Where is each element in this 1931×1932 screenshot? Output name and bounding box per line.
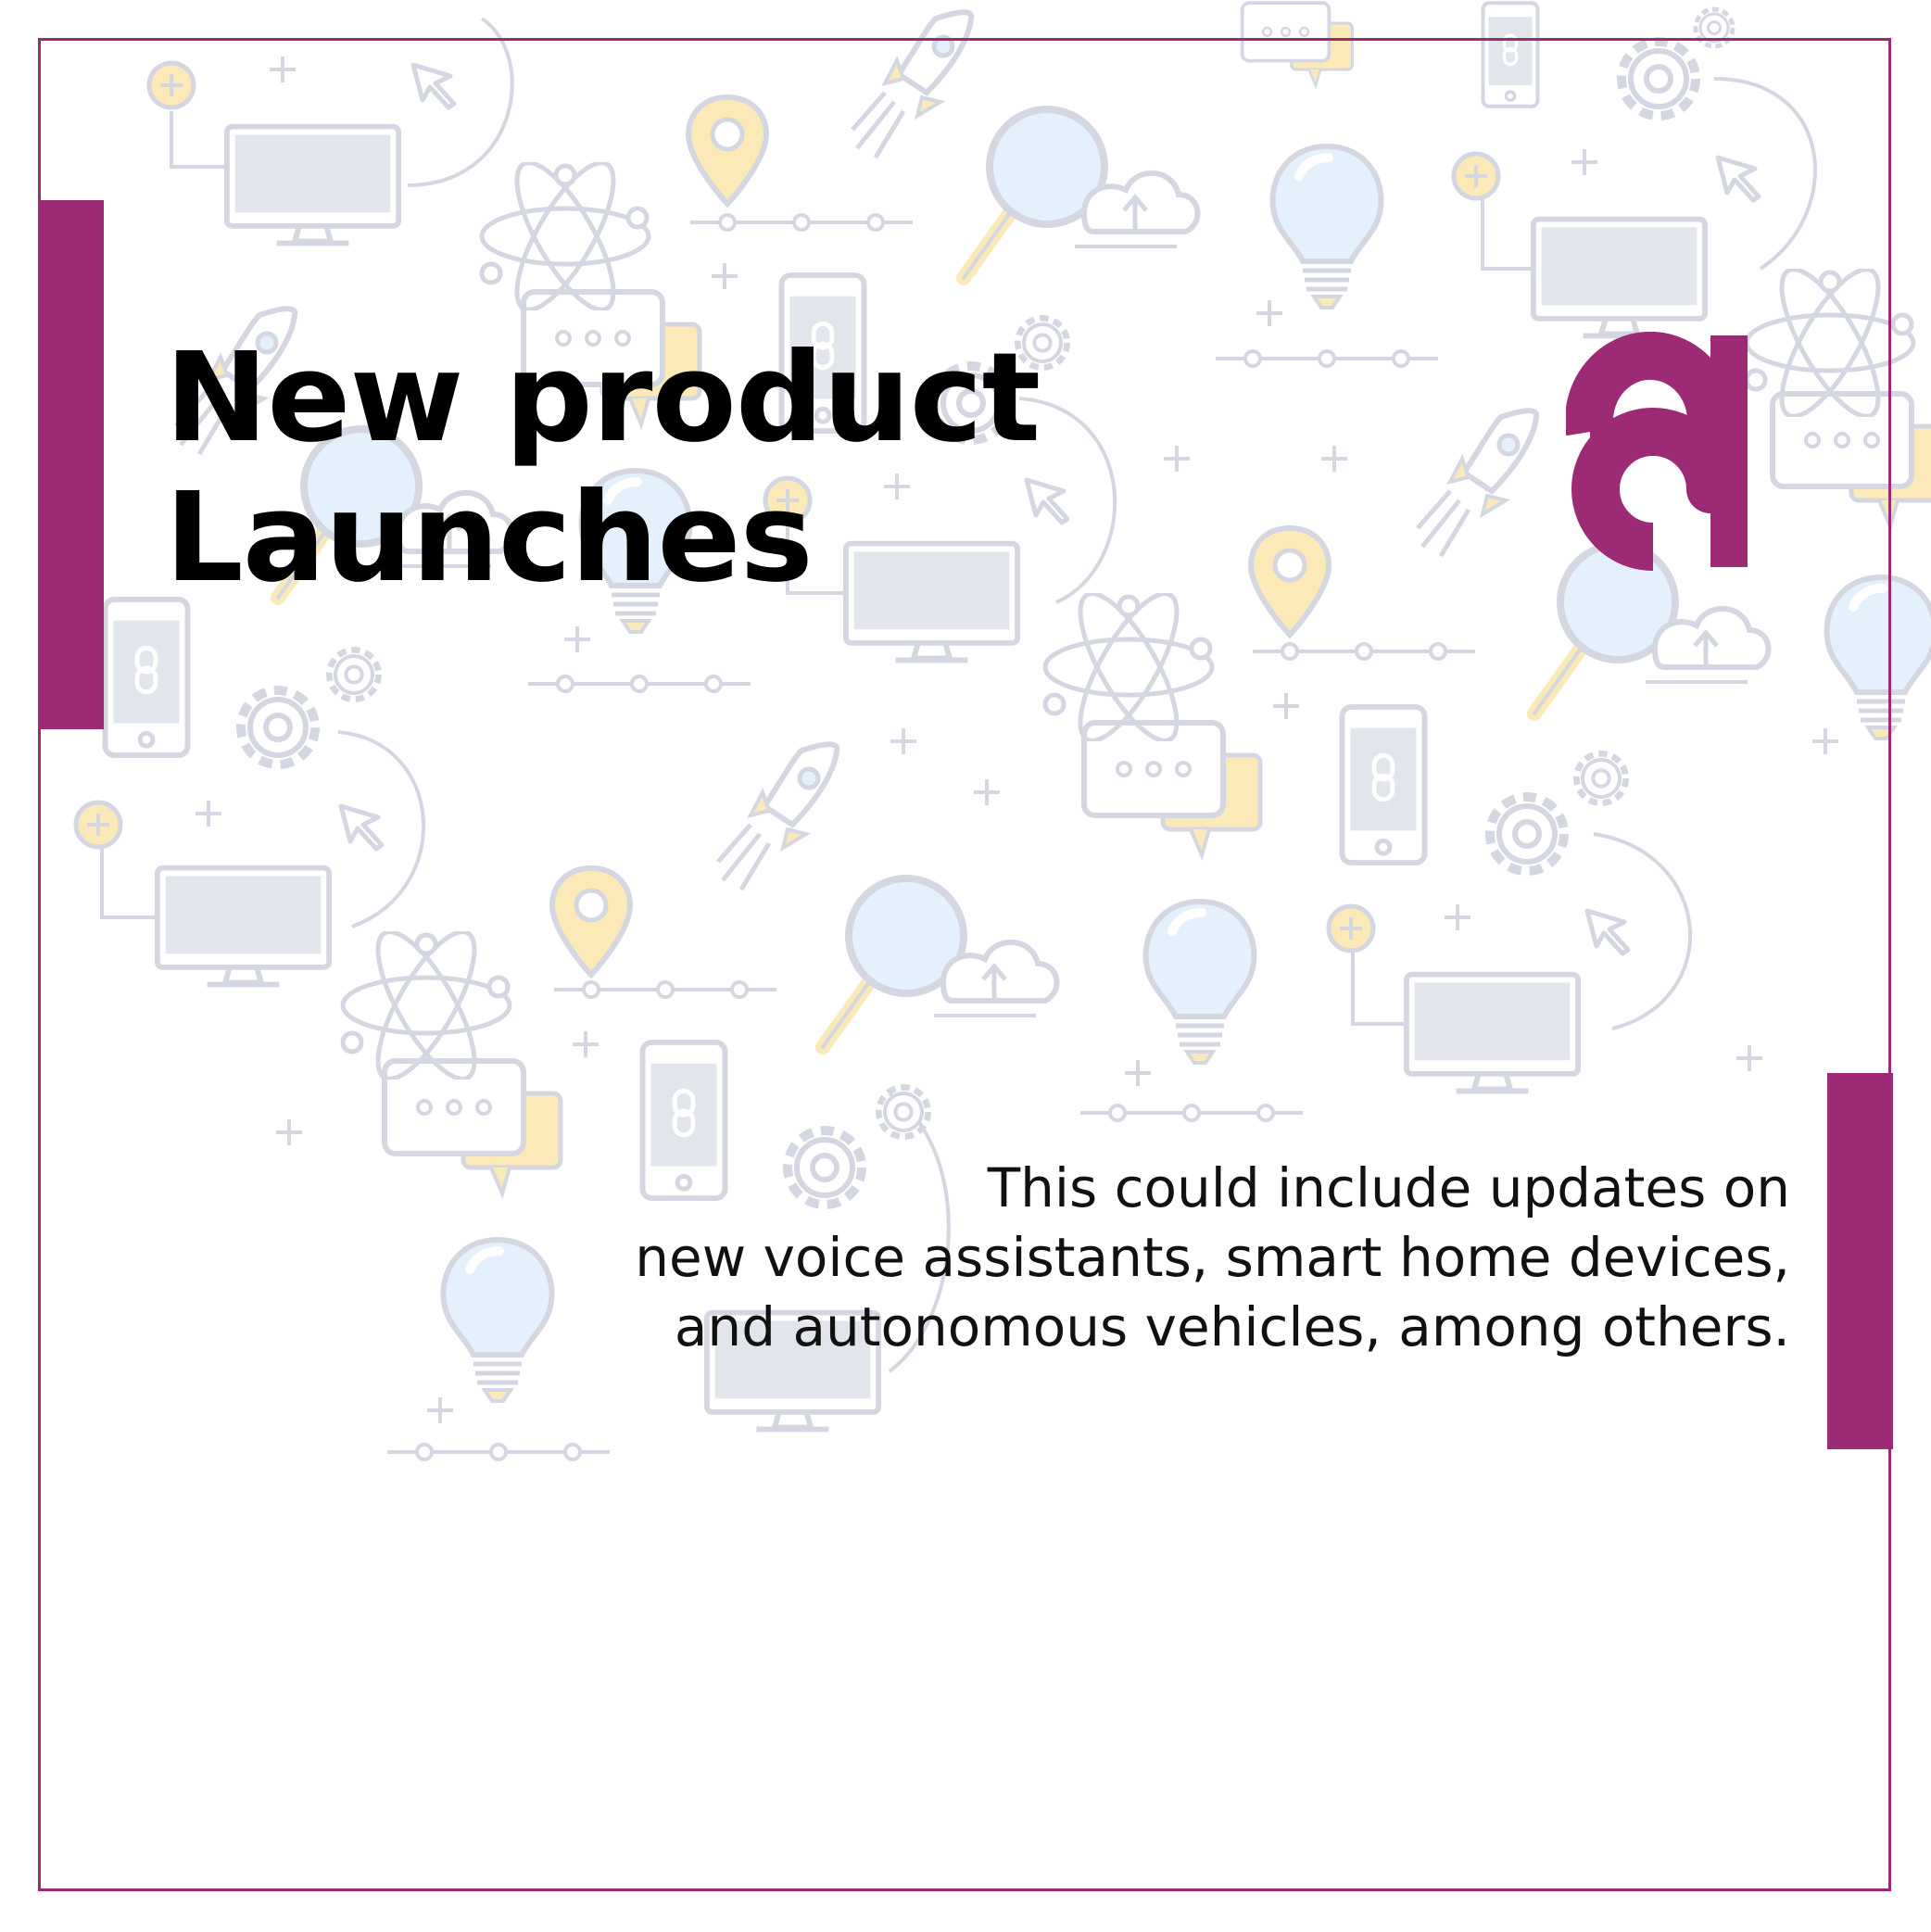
logo-letter-stroke	[1566, 332, 1735, 571]
accent-bar-right	[1827, 1073, 1893, 1449]
body-line-2: new voice assistants, smart home devices…	[635, 1226, 1790, 1289]
headline-line-1: New product	[165, 327, 1041, 470]
body-line-3: and autonomous vehicles, among others.	[674, 1295, 1790, 1358]
accent-bar-left	[38, 200, 104, 729]
body-line-1: This could include updates on	[987, 1156, 1790, 1219]
body-paragraph: This could include updates on new voice …	[400, 1154, 1790, 1362]
logo-crossbar	[1590, 421, 1710, 452]
letter-a-logo-icon	[1566, 332, 1748, 571]
slide-frame	[38, 38, 1891, 1891]
headline: New product Launches	[165, 327, 1041, 610]
headline-line-2: Launches	[165, 467, 814, 610]
